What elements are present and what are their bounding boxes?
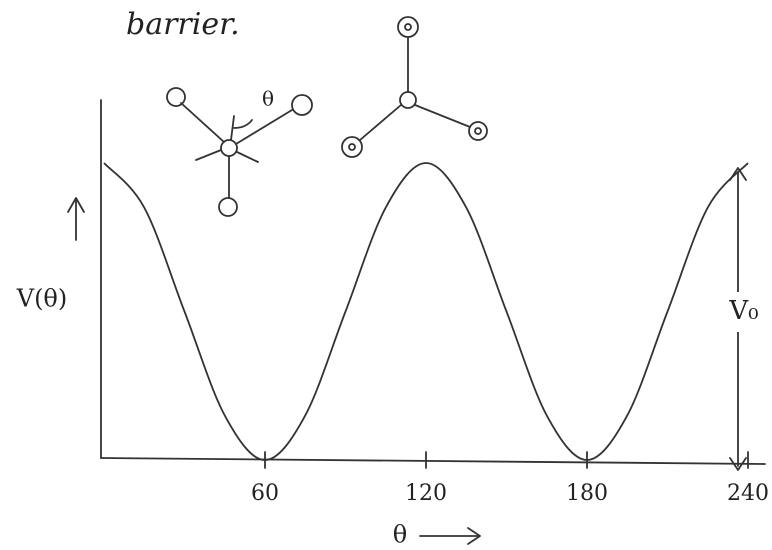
eclipsed-projection xyxy=(341,16,488,158)
x-tick-label: 60 xyxy=(251,481,279,506)
v0-label-bg xyxy=(722,292,766,332)
chart-title: barrier. xyxy=(126,7,240,42)
y-arrow-head xyxy=(67,197,85,213)
v0-label: V₀ xyxy=(728,296,758,326)
x-arrow-head xyxy=(467,527,481,545)
x-axis xyxy=(100,457,766,465)
x-axis-label: θ xyxy=(393,521,407,549)
y-axis-label: V(θ) xyxy=(16,285,68,313)
staggered-projection xyxy=(166,87,313,217)
x-tick-label: 240 xyxy=(727,481,769,506)
x-tick-label: 120 xyxy=(405,481,447,506)
x-tick-label: 180 xyxy=(566,481,608,506)
angle-label: θ xyxy=(262,87,274,111)
potential-curve xyxy=(103,162,749,461)
